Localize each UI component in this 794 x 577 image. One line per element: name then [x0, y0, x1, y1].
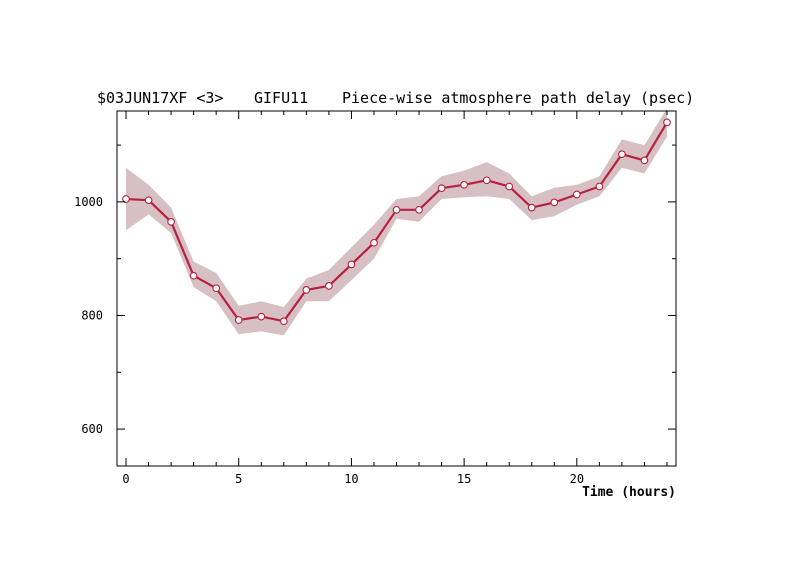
x-tick-label: 0 [122, 472, 129, 486]
y-tick-label: 800 [81, 308, 103, 322]
y-tick-label: 600 [81, 422, 103, 436]
data-point [392, 205, 401, 214]
data-point [234, 316, 243, 324]
data-point [595, 182, 604, 191]
data-point [460, 180, 468, 189]
data-point [144, 196, 153, 205]
chart-title-session: $03JUN17XF <3> [97, 89, 223, 107]
data-point [325, 282, 333, 290]
data-point [189, 271, 198, 280]
x-tick-label: 15 [457, 472, 471, 486]
data-point [302, 286, 311, 294]
y-tick-label: 1000 [74, 195, 103, 209]
data-point [550, 198, 559, 207]
data-point [437, 184, 446, 193]
data-point [167, 217, 175, 226]
data-point [663, 118, 671, 127]
x-tick-label: 20 [570, 472, 584, 486]
data-point [279, 317, 288, 326]
x-axis-label: Time (hours) [582, 485, 676, 500]
chart-title-quantity: Piece-wise atmosphere path delay (psec) [342, 89, 694, 107]
data-point [505, 182, 514, 191]
x-tick-label: 5 [235, 472, 242, 486]
data-point [212, 284, 221, 293]
data-point [347, 260, 356, 269]
data-point [122, 195, 130, 203]
data-point [527, 203, 536, 212]
data-point [257, 312, 266, 321]
uncertainty-band [126, 108, 667, 336]
data-point [482, 176, 491, 185]
data-point [370, 238, 378, 247]
chart-title-station: GIFU11 [254, 89, 308, 107]
data-point [415, 205, 423, 214]
x-tick-label: 10 [344, 472, 358, 486]
axis-layer: 0 5 10 15 20 600 800 1000 [74, 111, 676, 486]
data-point [640, 156, 649, 165]
plot-layer [122, 108, 671, 336]
data-point [572, 190, 581, 199]
data-point [618, 150, 626, 159]
